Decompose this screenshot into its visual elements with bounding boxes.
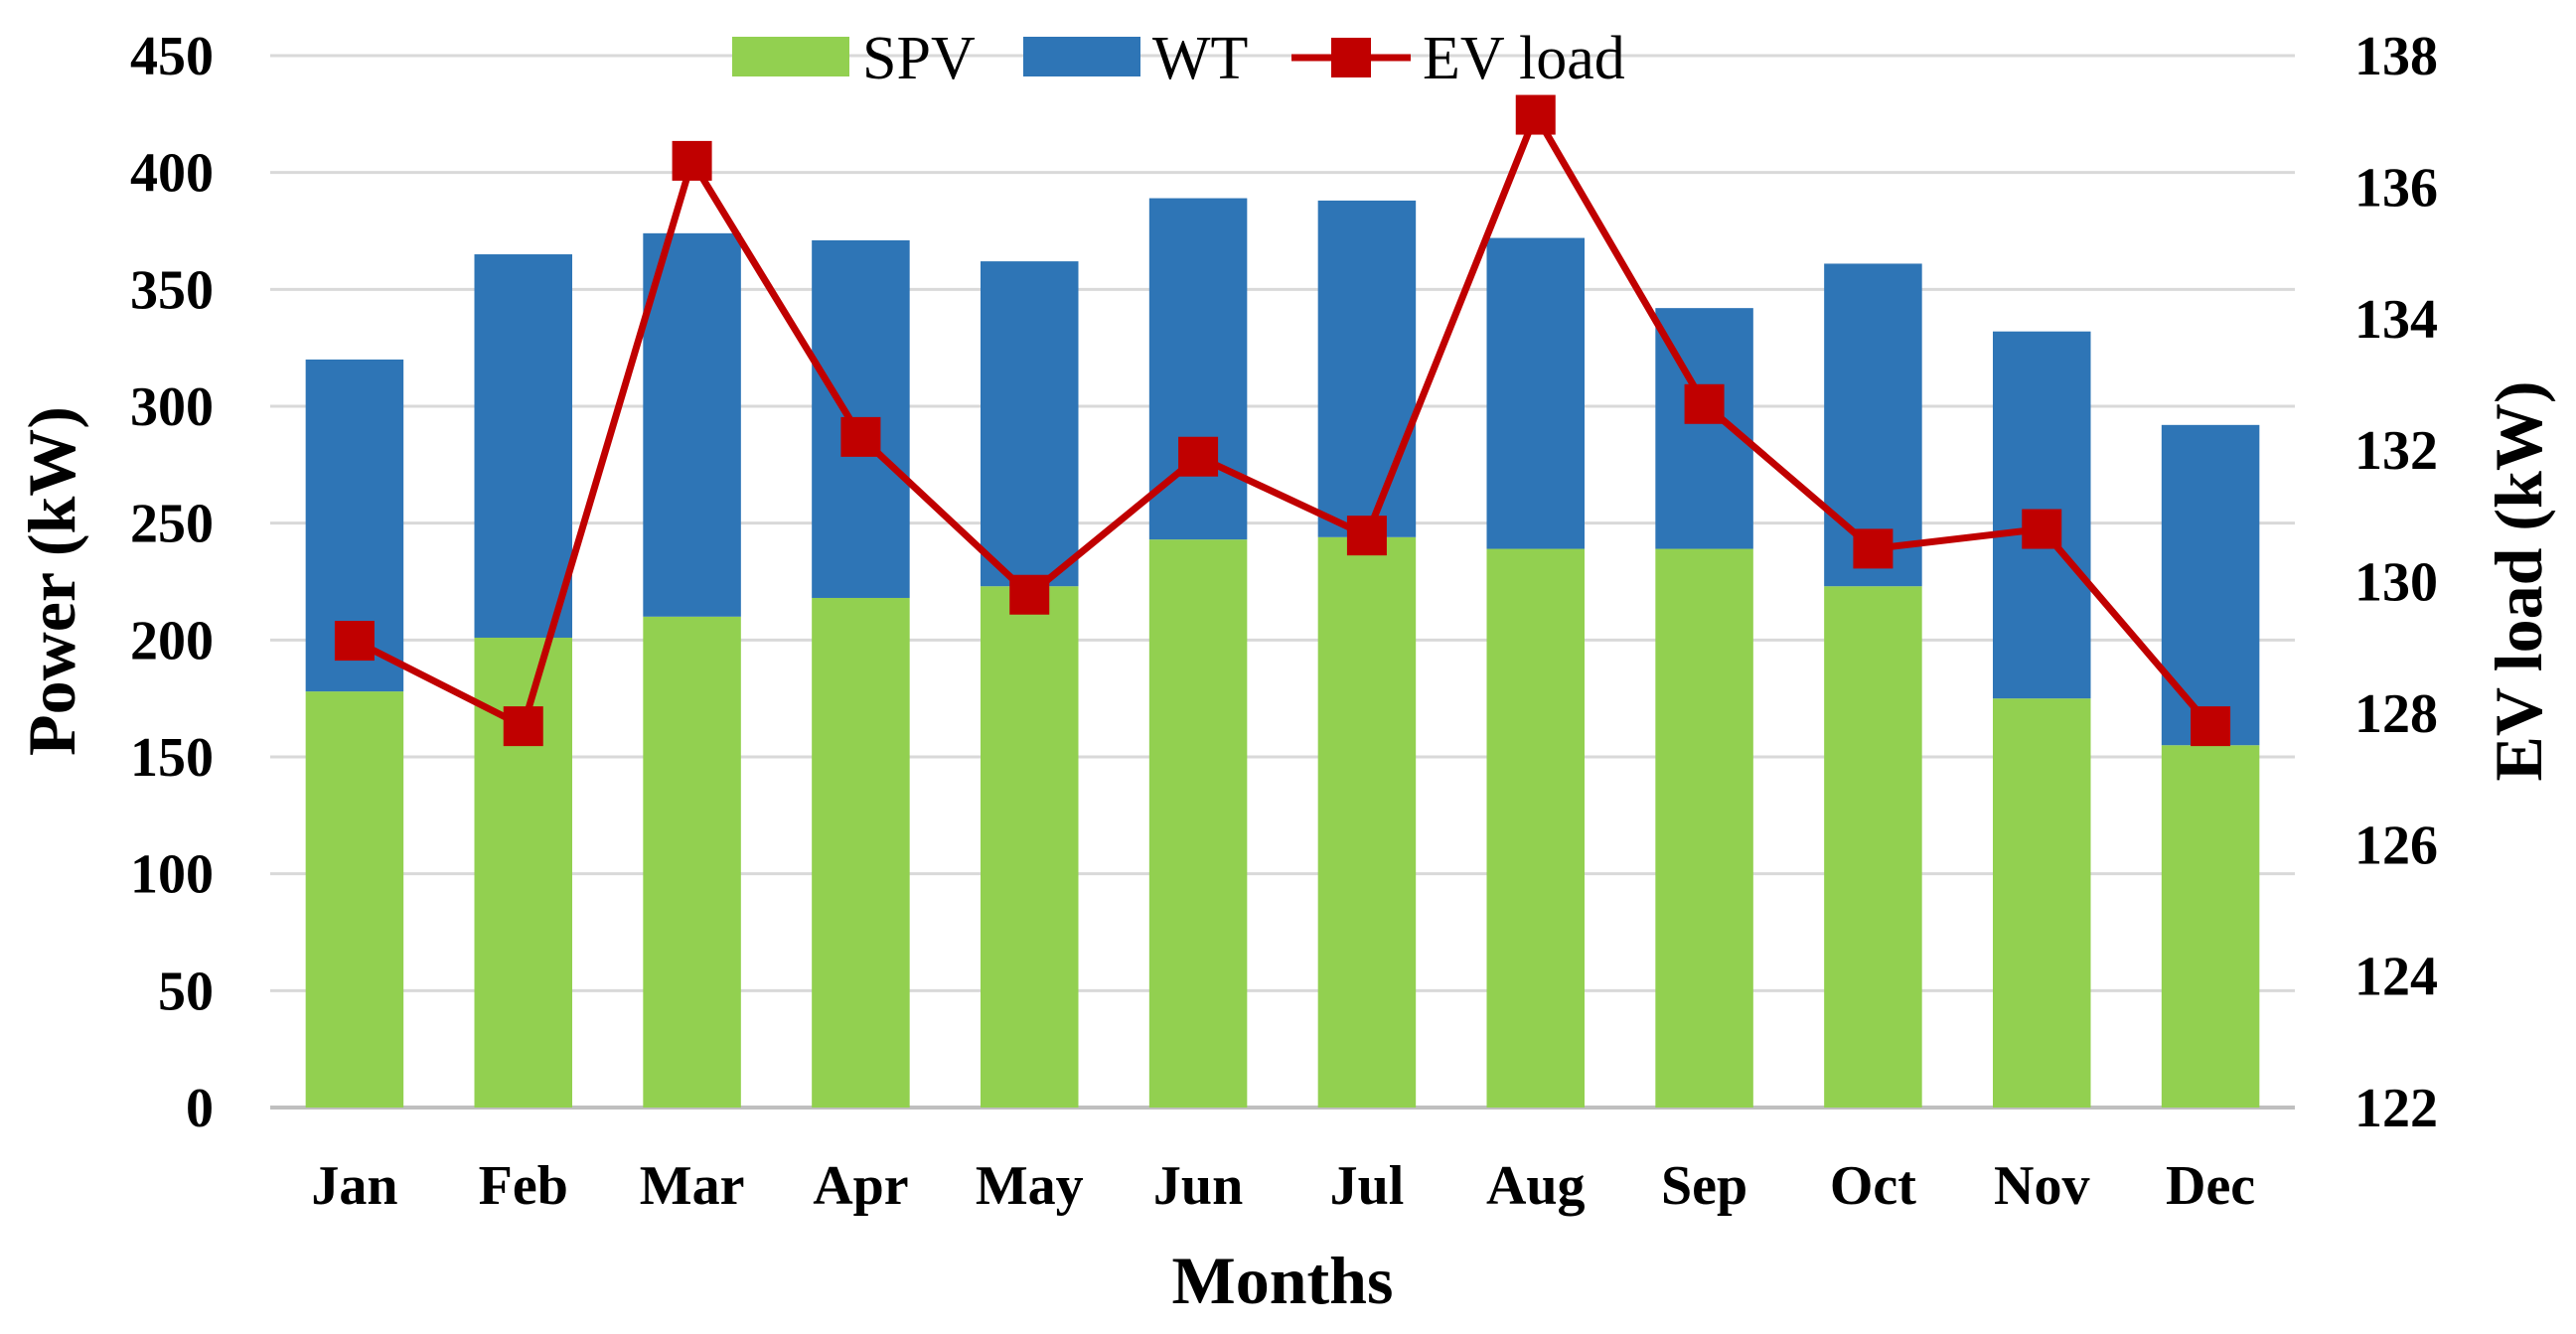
y-axis-title: Power (kW) — [14, 406, 89, 756]
y2-tick-label: 128 — [2354, 683, 2438, 745]
ev-load-line — [334, 94, 2231, 747]
x-tick-label: Jul — [1330, 1155, 1405, 1217]
y2-tick-label: 130 — [2354, 552, 2438, 614]
bar-spv — [1992, 698, 2091, 1108]
y2-tick-label: 126 — [2354, 815, 2438, 876]
x-tick-label: Oct — [1830, 1155, 1916, 1217]
y-tick-label: 0 — [186, 1078, 214, 1139]
y2-tick-label: 122 — [2354, 1078, 2438, 1139]
bar-wt — [643, 232, 741, 617]
bars — [305, 198, 2260, 1108]
bar-wt — [1486, 237, 1586, 549]
x-tick-label: Nov — [1994, 1155, 2089, 1217]
x-tick-label: Aug — [1486, 1155, 1586, 1217]
legend-swatch-spv — [732, 37, 849, 76]
bar-spv — [643, 616, 741, 1108]
x-tick-label: Feb — [479, 1155, 568, 1217]
legend-label-ev: EV load — [1423, 25, 1625, 92]
ev-load-marker — [1178, 436, 1219, 477]
y2-tick-label: 138 — [2354, 26, 2438, 87]
x-tick-label: Sep — [1661, 1155, 1747, 1217]
y2-tick-label: 134 — [2354, 289, 2438, 351]
x-tick-label: Jan — [311, 1155, 397, 1217]
legend-label-spv: SPV — [862, 25, 976, 92]
ev-load-marker — [840, 416, 881, 457]
bar-spv — [1824, 586, 1922, 1108]
legend-marker-ev — [1331, 38, 1371, 77]
legend-label-wt: WT — [1152, 25, 1248, 92]
bar-spv — [2161, 745, 2260, 1108]
ev-load-marker — [334, 621, 375, 662]
x-axis-title: Months — [1172, 1243, 1394, 1318]
y-tick-label: 150 — [130, 727, 214, 789]
y-tick-label: 350 — [130, 259, 214, 321]
x-tick-label: Apr — [813, 1155, 908, 1217]
x-tick-label: Mar — [640, 1155, 745, 1217]
ev-load-marker — [1346, 516, 1387, 556]
y-tick-label: 250 — [130, 494, 214, 555]
y-tick-label: 50 — [158, 961, 214, 1022]
ev-load-marker — [1009, 574, 1050, 615]
ev-load-marker — [503, 706, 543, 747]
y2-axis-title: EV load (kW) — [2481, 380, 2556, 781]
bar-wt — [474, 254, 573, 638]
bar-spv — [980, 586, 1079, 1108]
bar-wt — [2161, 424, 2260, 746]
bar-wt — [980, 261, 1079, 587]
bar-spv — [812, 597, 910, 1108]
y-tick-label: 450 — [130, 26, 214, 87]
ev-load-marker — [1515, 94, 1556, 135]
ev-load-path — [353, 111, 2213, 730]
ev-load-marker — [1853, 528, 1894, 569]
bar-spv — [1148, 539, 1248, 1108]
y-tick-label: 300 — [130, 376, 214, 438]
x-tick-label: Dec — [2166, 1155, 2255, 1217]
bar-wt — [1317, 200, 1417, 537]
legend: SPV WT EV load — [732, 25, 1625, 92]
y2-tick-label: 124 — [2354, 947, 2438, 1008]
ev-load-marker — [672, 140, 712, 181]
ev-load-marker — [2022, 509, 2062, 549]
bar-spv — [1655, 548, 1753, 1108]
y2-tick-label: 136 — [2354, 157, 2438, 219]
gridlines — [270, 54, 2295, 1110]
y-tick-label: 400 — [130, 143, 214, 205]
axes: 0 50 100 150 200 250 300 350 400 450 122 124 126 128 1… — [14, 26, 2556, 1318]
bar-spv — [305, 691, 404, 1108]
ev-load-marker — [1684, 383, 1725, 424]
bar-spv — [1486, 548, 1586, 1108]
y-tick-label: 100 — [130, 844, 214, 906]
x-tick-label: Jun — [1153, 1155, 1243, 1217]
legend-swatch-wt — [1023, 37, 1140, 76]
y-tick-label: 200 — [130, 610, 214, 671]
x-tick-label: May — [976, 1155, 1084, 1217]
ev-load-marker — [2191, 706, 2231, 747]
y2-tick-label: 132 — [2354, 420, 2438, 482]
bar-spv — [1317, 536, 1417, 1108]
